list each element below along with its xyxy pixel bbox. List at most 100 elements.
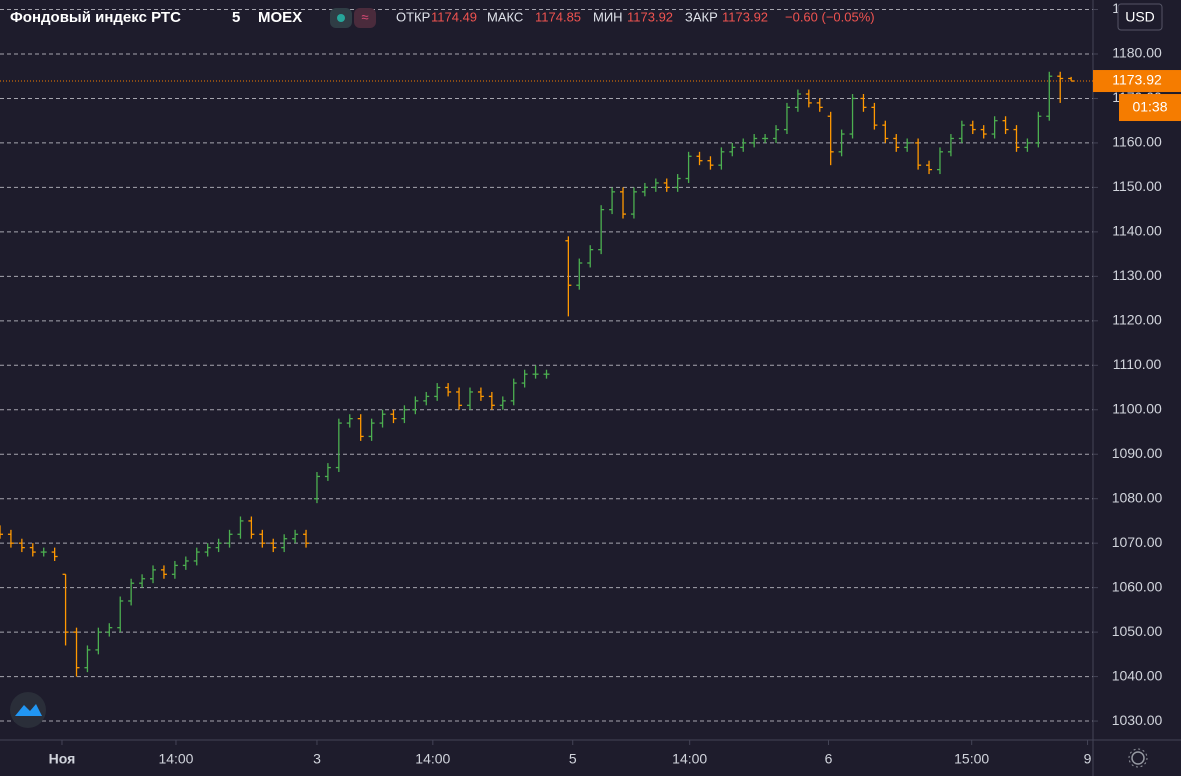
ohlc-bar <box>947 134 954 157</box>
legend-label: ЗАКР <box>685 9 718 24</box>
countdown: 01:38 <box>1132 99 1167 115</box>
y-tick-label: 1090.00 <box>1112 445 1163 461</box>
ohlc-bar <box>674 174 681 192</box>
gear[interactable] <box>1131 751 1145 765</box>
gear-teeth <box>1128 748 1148 768</box>
legend-value: 1174.49 <box>431 9 477 24</box>
ohlc-bar <box>893 134 900 152</box>
y-tick-label: 1180.00 <box>1112 45 1162 61</box>
ohlc-bar <box>248 516 255 539</box>
ohlc-bar <box>445 383 452 397</box>
y-tick-label: 1030.00 <box>1112 712 1163 728</box>
ohlc-bar <box>751 134 758 148</box>
y-tick-label: 1040.00 <box>1112 667 1163 683</box>
logo[interactable] <box>10 692 46 728</box>
ohlc-bar <box>849 94 856 139</box>
legend-label: ОТКР <box>396 9 430 24</box>
ohlc-bar <box>718 147 725 170</box>
settings[interactable] <box>1128 748 1148 768</box>
ohlc-bar <box>980 125 987 139</box>
legend-label: МИН <box>593 9 623 24</box>
x-tick-label: 14:00 <box>415 751 450 767</box>
ohlc-bar <box>204 543 211 557</box>
ohlc-bar <box>434 383 441 401</box>
ohlc-bar <box>346 414 353 428</box>
grid <box>0 9 1093 722</box>
x-tick-label: 5 <box>569 751 577 767</box>
ohlc-bar <box>707 156 714 170</box>
ohlc-bar <box>368 418 375 441</box>
legend-change: −0.60 (−0.05%) <box>785 9 875 24</box>
x-tick-label: 14:00 <box>672 751 707 767</box>
ohlc-bar <box>915 138 922 170</box>
ohlc-bar <box>73 627 80 677</box>
ohlc-bar <box>117 596 124 633</box>
ohlc-bar <box>685 151 692 183</box>
ohlc-bar <box>1024 138 1031 152</box>
ohlc-bar <box>827 111 834 166</box>
x-tick-label: 6 <box>825 751 833 767</box>
ohlc-bar <box>532 365 539 379</box>
ohlc-bar <box>324 463 331 481</box>
x-tick-label: 14:00 <box>158 751 193 767</box>
countdown-box <box>1119 94 1181 122</box>
ohlc-bar <box>412 396 419 415</box>
ohlc-bar <box>499 396 506 410</box>
ohlc-bar <box>773 125 780 143</box>
legend-label: МАКС <box>487 9 523 24</box>
ohlc-bar <box>456 387 463 410</box>
ohlc-bar <box>729 142 736 157</box>
ohlc-bar <box>565 236 572 317</box>
delay-icon: ≈ <box>361 9 368 24</box>
ohlc-bar <box>969 120 976 135</box>
ohlc-bar <box>466 387 473 410</box>
y-tick-label: 1110.00 <box>1113 356 1162 372</box>
ohlc-bar <box>335 418 342 473</box>
ohlc-bar <box>488 391 495 410</box>
x-tick-label: 3 <box>313 751 321 767</box>
y-tick-label: 1100.00 <box>1112 400 1162 416</box>
ohlc-bar <box>139 574 146 588</box>
ohlc-bar <box>150 565 157 584</box>
ohlc-bar <box>379 409 386 428</box>
ohlc-bar <box>696 151 703 166</box>
ohlc-bar <box>106 623 113 637</box>
ohlc-bar <box>313 472 320 504</box>
ohlc-bar <box>609 187 616 215</box>
ohlc-bar <box>18 538 25 553</box>
ohlc-bar <box>1035 111 1042 148</box>
legend-value: 1174.85 <box>535 9 581 24</box>
ohlc-bar <box>926 160 933 175</box>
ohlc-bar <box>128 578 135 606</box>
y-tick-label: 1140.00 <box>1112 223 1162 239</box>
ohlc-bar <box>51 547 58 561</box>
y-tick-label: 1060.00 <box>1112 578 1163 594</box>
ohlc-bar <box>95 627 102 655</box>
ohlc-bar <box>160 565 167 579</box>
ohlc-bar <box>1013 125 1020 152</box>
ohlc-bar <box>40 547 47 557</box>
ohlc-bar <box>576 258 583 290</box>
delay-status[interactable] <box>354 8 376 28</box>
ohlc-bar <box>663 178 670 192</box>
ohlc-bar <box>303 529 310 548</box>
y-tick-label: 1070.00 <box>1112 534 1163 550</box>
ohlc-bar <box>237 516 244 539</box>
ohlc-bar <box>838 129 845 157</box>
currency: USD <box>1125 9 1155 25</box>
ohlc-bar <box>598 205 605 255</box>
exchange: MOEX <box>258 9 302 26</box>
y-tick-label: 1050.00 <box>1112 623 1163 639</box>
bars <box>0 71 1075 677</box>
ohlc-bar <box>84 645 91 673</box>
y-tick-label: 1160.00 <box>1112 134 1162 150</box>
ohlc-bar <box>7 529 14 548</box>
ohlc-bar <box>1046 71 1053 121</box>
ohlc-bar <box>783 102 790 135</box>
ohlc-bar <box>543 369 550 379</box>
logo-mark <box>15 704 42 716</box>
status-icons[interactable]: ≈ <box>330 8 376 28</box>
ohlc-bar <box>62 573 69 646</box>
